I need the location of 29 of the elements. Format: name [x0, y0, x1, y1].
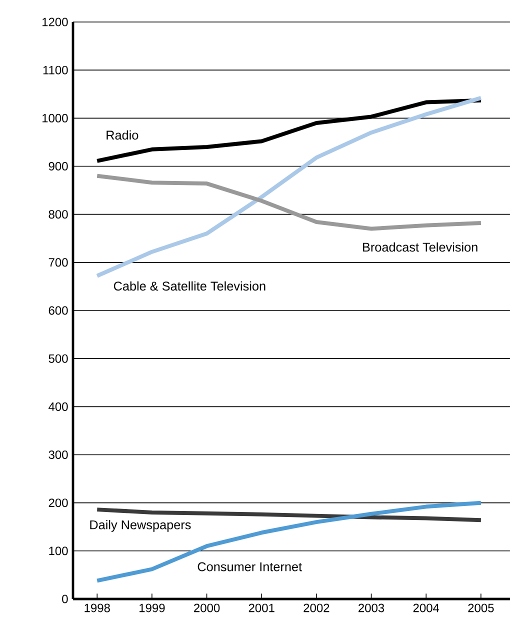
- y-tick-label: 600: [48, 306, 68, 315]
- x-tick-label: 2002: [304, 604, 330, 612]
- y-tick-label: 1100: [43, 66, 68, 74]
- y-tick-label: 300: [48, 450, 68, 459]
- y-tick-label: 400: [48, 402, 68, 411]
- y-tick-label: 800: [48, 210, 68, 219]
- series-label: Broadcast Television: [363, 242, 478, 252]
- series-label: Radio: [106, 130, 138, 140]
- x-tick-label: 2000: [194, 604, 220, 612]
- series-label: Daily Newspapers: [90, 520, 191, 532]
- line-series: [95, 98, 483, 163]
- y-tick-label: 100: [49, 546, 68, 556]
- x-tick-label: 2001: [248, 604, 274, 612]
- y-tick-label: 900: [48, 162, 68, 171]
- x-tick-label: 2004: [413, 604, 440, 612]
- x-tick-label: 1998: [84, 604, 110, 612]
- line-series: [95, 174, 483, 231]
- y-tick-label: 0: [62, 594, 68, 604]
- y-tick-label: 500: [48, 354, 68, 363]
- y-tick-label: 1000: [42, 114, 68, 122]
- line-series: [95, 96, 483, 278]
- y-tick-label: 1200: [42, 18, 68, 26]
- y-tick-label: 700: [48, 258, 68, 267]
- series-label: Cable & Satellite Television: [114, 281, 266, 291]
- x-tick-label: 1999: [140, 604, 165, 612]
- y-tick-label: 200: [48, 498, 68, 508]
- x-tick-label: 2003: [358, 604, 384, 612]
- x-tick-label: 2005: [468, 604, 494, 612]
- series-label: Consumer Internet: [198, 562, 302, 572]
